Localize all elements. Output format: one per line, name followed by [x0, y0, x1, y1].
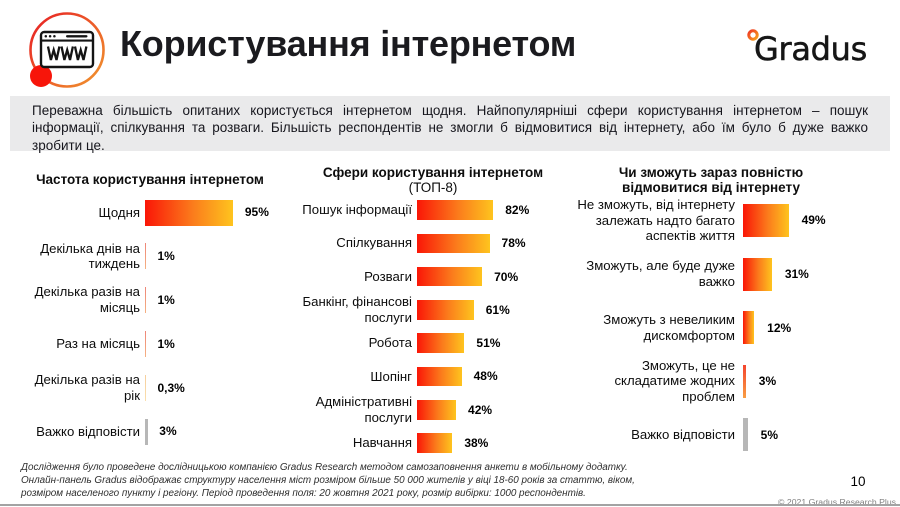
- logo-degree-icon: [746, 29, 759, 41]
- bar-value: 3%: [159, 424, 177, 439]
- bottom-divider: [0, 504, 900, 506]
- bar: [417, 366, 462, 387]
- footer-line: Дослідження було проведене дослідницькою…: [21, 462, 628, 473]
- chart-title: Чи зможуть зараз повністю відмовитися ві…: [618, 165, 804, 195]
- bar-label: Декілька разів на рік: [34, 371, 140, 403]
- bar: [145, 243, 146, 270]
- www-browser-icon: [29, 12, 105, 88]
- bar-value: 82%: [505, 202, 530, 217]
- bar-value: 1%: [157, 293, 175, 308]
- bar: [743, 311, 755, 345]
- bar-value: 70%: [494, 269, 519, 284]
- footer-line: Онлайн-панель Gradus відображає структур…: [21, 475, 635, 487]
- copyright: © 2021 Gradus Research Plus: [778, 497, 896, 507]
- bar-value: 1%: [157, 249, 175, 264]
- bar-label: Раз на місяць: [56, 336, 140, 352]
- page-title: Користування інтернетом: [120, 23, 577, 64]
- bar: [145, 374, 146, 401]
- bar: [743, 364, 746, 398]
- bar-value: 1%: [157, 336, 175, 351]
- gradus-logo: Gradus: [741, 26, 881, 72]
- bar: [417, 333, 465, 353]
- bar-value: 3%: [758, 374, 777, 389]
- bar: [743, 204, 789, 237]
- bar-label: Зможуть, це не складатиме жодних проблем: [614, 357, 735, 405]
- bar-value: 12%: [767, 320, 792, 335]
- bar: [743, 257, 772, 291]
- www-glyph: [46, 45, 88, 61]
- summary-text: Переважна більшість опитаних користуєтьс…: [32, 103, 868, 153]
- bar-label: Не зможуть, від інтернету залежать надто…: [577, 196, 735, 244]
- bar-value: 38%: [464, 436, 489, 451]
- bar-label: Адміністративні послуги: [315, 394, 412, 425]
- footer-line: розміром населеного пункту і регіону. Пе…: [21, 488, 586, 500]
- logo-text: Gradus: [754, 30, 868, 69]
- bar-value: 78%: [501, 236, 526, 251]
- bar: [145, 287, 146, 314]
- bar-value: 61%: [485, 302, 510, 317]
- bar: [417, 300, 474, 320]
- icon-ring: [29, 12, 105, 88]
- bar-label: Декілька днів на тиждень: [40, 240, 140, 272]
- bar-value: 49%: [801, 213, 826, 228]
- bar-label: Банкінг, фінансові послуги: [302, 294, 412, 325]
- bar-label: Розваги: [364, 268, 412, 284]
- bar-label: Пошук інформації: [302, 202, 412, 218]
- summary-band: Переважна більшість опитаних користуєтьс…: [10, 96, 890, 153]
- bar-value: 51%: [476, 336, 501, 351]
- bar-value: 42%: [468, 402, 493, 417]
- chart-subtitle: (ТОП-8): [408, 180, 458, 195]
- bar-label: Робота: [368, 335, 412, 351]
- bar-label: Щодня: [98, 204, 140, 220]
- bar: [145, 199, 234, 226]
- chart-title: Частота користування інтернетом: [36, 172, 264, 187]
- bar-label: Декілька разів на місяць: [34, 284, 140, 316]
- bar-value: 95%: [244, 205, 269, 220]
- bar: [417, 433, 453, 453]
- bar-label: Важко відповісти: [631, 427, 735, 443]
- bar-label: Спілкування: [336, 235, 412, 251]
- bar: [417, 266, 483, 287]
- footer-note: Дослідження було проведене дослідницькою…: [21, 461, 681, 501]
- bar-label: Важко відповісти: [36, 423, 140, 439]
- bar-label: Навчання: [352, 435, 412, 451]
- bar-value: 48%: [473, 369, 498, 384]
- icon-red-dot: [30, 65, 52, 87]
- bar-label: Зможуть з невеликим дискомфортом: [603, 311, 735, 343]
- bar: [417, 200, 494, 220]
- chart-title: Сфери користування інтернетом: [322, 165, 544, 180]
- bar: [145, 418, 148, 445]
- page-number: 10: [850, 474, 866, 489]
- bar: [145, 330, 146, 357]
- bar: [417, 233, 490, 254]
- bar-value: 0,3%: [157, 380, 185, 395]
- bar-value: 5%: [760, 427, 778, 442]
- bar-value: 31%: [784, 267, 809, 282]
- bar-label: Шопінг: [370, 368, 412, 384]
- bar: [417, 400, 457, 420]
- bar: [743, 418, 748, 452]
- bar-label: Зможуть, але буде дуже важко: [586, 258, 735, 290]
